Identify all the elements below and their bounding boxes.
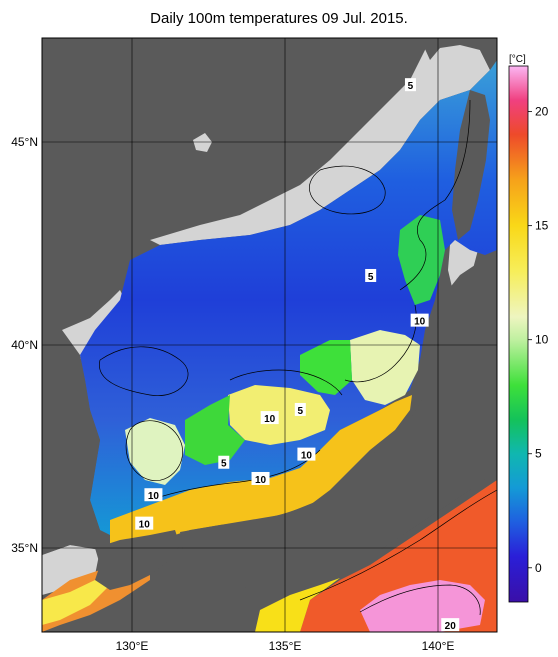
isotherm-pacific [299,489,497,601]
kyushu-shikoku [95,530,180,590]
contour-label-box [404,78,416,92]
map-body [42,38,497,632]
axis-ticks: 130°E 135°E 140°E 45°N 40°N 35°N [11,135,454,653]
contour-label-text: 5 [298,406,304,417]
sakhalin-coast [420,38,497,70]
island-north [193,133,212,152]
isotherm-cold-loop [99,346,189,396]
contour-label-box [251,471,270,485]
contour-label: 5 [294,402,306,417]
colorbar-scale [508,65,529,603]
isotherm-10-south [149,449,321,501]
contour-label: 10 [135,516,154,531]
east-china-sea-yellow [42,580,110,625]
contour-label-text: 10 [301,451,313,462]
isotherm-pacific-inner [359,584,481,616]
lat-tick-label: 45°N [11,135,38,149]
contour-label-text: 5 [408,81,414,92]
lat-tick-label: 35°N [11,541,38,555]
contour-label: 20 [441,618,460,632]
contour-label: 10 [410,313,429,328]
korea-peninsula [42,330,100,555]
lon-tick-label: 130°E [116,639,149,653]
warm-eddy-west [125,418,185,485]
shelf-zone-north [150,40,490,245]
colorbar-tick-label: 0 [535,561,542,575]
colorbar-unit: [°C] [509,54,526,65]
contour-label-box [365,268,377,282]
colorbar-tick-label: 15 [535,219,549,233]
contour-label: 10 [260,411,279,425]
japan-honshu [180,258,497,590]
contour-label-text: 10 [264,414,276,425]
isotherm-lines [99,99,497,616]
colorbar-tick-label: 20 [535,105,549,119]
contour-label: 5 [404,78,416,92]
colorbar-tick-label: 10 [535,333,549,347]
contour-label-text: 10 [139,520,151,531]
contour-label: 10 [297,447,316,462]
contour-label: 10 [144,488,163,502]
contour-label-text: 10 [148,491,160,502]
warm-area-east [350,330,420,405]
contour-label-text: 5 [368,272,374,283]
isotherm-5-north [399,99,471,291]
warm-belt-south [110,395,412,548]
contour-label-text: 10 [414,317,426,328]
colorbar-ticks: 20 15 10 5 0 [528,105,549,575]
contour-labels: 5 5 10 5 10 10 5 10 10 10 20 [135,78,460,632]
graticule [42,38,497,632]
map-frame [41,37,498,633]
contour-label-box [218,455,230,469]
green-band-east [300,340,352,395]
contour-label: 5 [218,455,230,470]
colorbar-tick-label: 5 [535,447,542,461]
contour-label: 5 [365,268,377,283]
map-title: Daily 100m temperatures 09 Jul. 2015. [150,10,408,27]
colorbar: [°C] 20 15 10 5 0 [508,54,549,603]
contour-label-text: 10 [255,475,267,486]
pacific-yellow-edge [255,578,340,632]
contour-label-box [144,488,163,502]
contour-label-box [294,402,306,416]
contour-label-box [297,447,316,461]
isotherm-north-loop [309,165,386,215]
contour-label-text: 5 [221,459,227,470]
hokkaido [452,90,490,240]
warm-pocket-center [228,385,330,445]
isotherm-5-center [229,369,343,396]
lat-tick-label: 40°N [11,338,38,352]
lon-tick-label: 140°E [422,639,455,653]
contour-label: 10 [251,471,270,486]
sea-of-japan [80,60,497,540]
contour-label-text: 20 [445,621,457,632]
isotherm-eddy-west [125,420,183,482]
shelf-zone-southwest [42,545,100,595]
contour-label-box [260,411,279,425]
contour-label-box [441,618,460,632]
contour-label-box [410,313,429,327]
green-band [185,395,245,465]
lon-tick-label: 135°E [269,639,302,653]
contour-label-box [135,516,154,530]
